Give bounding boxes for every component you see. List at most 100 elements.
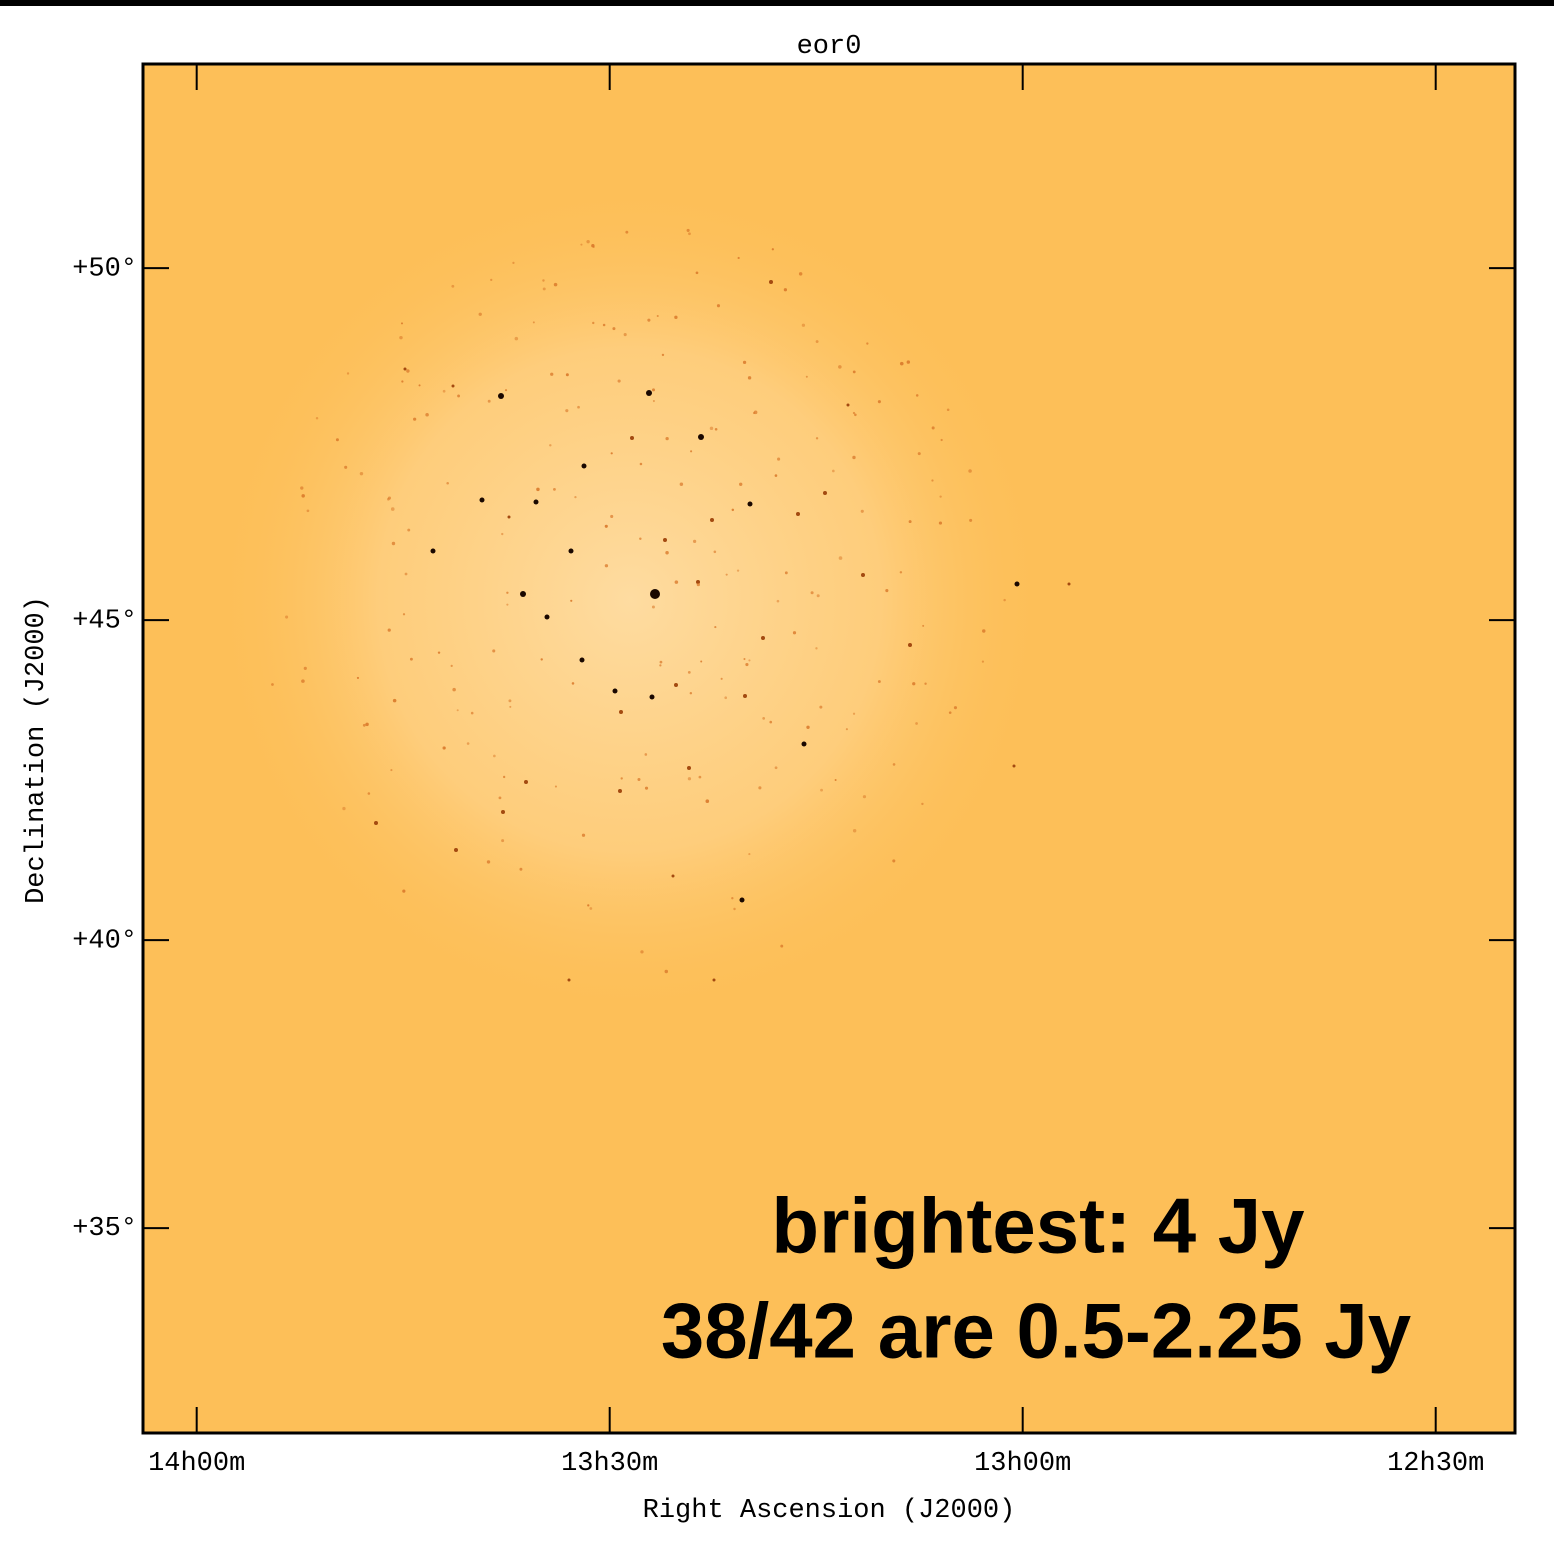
- source: [908, 643, 912, 647]
- faint-source: [690, 450, 692, 452]
- faint-source: [403, 613, 405, 615]
- faint-source: [652, 388, 655, 391]
- faint-source: [754, 411, 758, 415]
- faint-source: [878, 400, 881, 403]
- y-tick-label: +45°: [72, 606, 137, 636]
- faint-source: [939, 521, 942, 524]
- faint-source: [391, 507, 395, 511]
- faint-source: [852, 456, 855, 459]
- faint-source: [733, 908, 735, 910]
- faint-source: [467, 742, 470, 745]
- faint-source: [969, 519, 972, 522]
- faint-source: [777, 600, 780, 603]
- faint-source: [645, 753, 648, 756]
- faint-source: [717, 304, 720, 307]
- source: [452, 385, 455, 388]
- faint-source: [675, 580, 679, 584]
- faint-source: [605, 525, 608, 528]
- faint-source: [388, 496, 391, 499]
- faint-source: [565, 409, 568, 412]
- chart-title: eor0: [797, 32, 862, 62]
- faint-source: [700, 661, 702, 663]
- faint-source: [866, 342, 868, 344]
- source: [618, 789, 622, 793]
- faint-source: [941, 439, 943, 441]
- faint-source: [407, 529, 410, 532]
- faint-source: [316, 417, 318, 419]
- y-tick-label: +40°: [72, 926, 137, 956]
- faint-source: [853, 412, 855, 414]
- faint-source: [688, 777, 691, 780]
- source: [761, 636, 765, 640]
- faint-source: [697, 583, 700, 586]
- faint-source: [307, 509, 310, 512]
- faint-source: [893, 763, 896, 766]
- faint-source: [693, 540, 696, 543]
- faint-source: [501, 839, 504, 842]
- faint-source: [982, 629, 985, 632]
- source: [582, 464, 587, 469]
- faint-source: [451, 285, 454, 288]
- y-tick-label: +50°: [72, 254, 137, 284]
- source: [454, 848, 458, 852]
- faint-source: [508, 699, 511, 702]
- faint-source: [344, 466, 347, 469]
- faint-source: [549, 444, 551, 446]
- faint-source: [301, 679, 305, 683]
- faint-source: [878, 680, 881, 683]
- faint-source: [457, 709, 459, 711]
- source: [619, 710, 623, 714]
- faint-source: [577, 406, 580, 409]
- faint-source: [816, 437, 818, 439]
- faint-source: [574, 496, 576, 498]
- source: [802, 742, 807, 747]
- top-bar: [0, 0, 1554, 6]
- faint-source: [731, 897, 733, 899]
- faint-source: [819, 706, 822, 709]
- faint-source: [401, 322, 403, 324]
- faint-source: [748, 376, 751, 379]
- faint-source: [853, 370, 856, 373]
- faint-source: [737, 569, 739, 571]
- faint-source: [488, 400, 491, 403]
- faint-source: [542, 279, 544, 281]
- faint-source: [743, 658, 745, 660]
- faint-source: [357, 677, 359, 679]
- source: [568, 979, 571, 982]
- faint-source: [900, 571, 902, 573]
- faint-source: [611, 452, 613, 454]
- faint-source: [710, 427, 713, 430]
- faint-source: [838, 365, 842, 369]
- faint-source: [806, 726, 809, 729]
- source: [580, 658, 585, 663]
- faint-source: [968, 469, 972, 473]
- faint-source: [907, 360, 910, 363]
- source: [861, 573, 865, 577]
- source: [480, 498, 485, 503]
- faint-source: [738, 257, 740, 259]
- faint-source: [932, 426, 935, 429]
- faint-source: [402, 890, 405, 893]
- faint-source: [490, 279, 492, 281]
- faint-source: [471, 712, 474, 715]
- faint-source: [657, 315, 659, 317]
- x-tick-label: 12h30m: [1387, 1449, 1484, 1479]
- faint-source: [853, 713, 855, 715]
- faint-source: [811, 591, 814, 594]
- faint-source: [336, 438, 339, 441]
- faint-source: [487, 860, 490, 863]
- faint-source: [662, 354, 664, 356]
- faint-source: [406, 369, 409, 372]
- faint-source: [892, 859, 895, 862]
- faint-source: [452, 688, 455, 691]
- faint-source: [915, 722, 918, 725]
- faint-source: [690, 692, 692, 694]
- source: [508, 516, 511, 519]
- source: [534, 500, 539, 505]
- faint-source: [446, 482, 449, 485]
- faint-source: [909, 520, 912, 523]
- faint-source: [748, 853, 750, 855]
- faint-source: [726, 574, 728, 576]
- faint-source: [696, 271, 699, 274]
- faint-source: [758, 786, 761, 789]
